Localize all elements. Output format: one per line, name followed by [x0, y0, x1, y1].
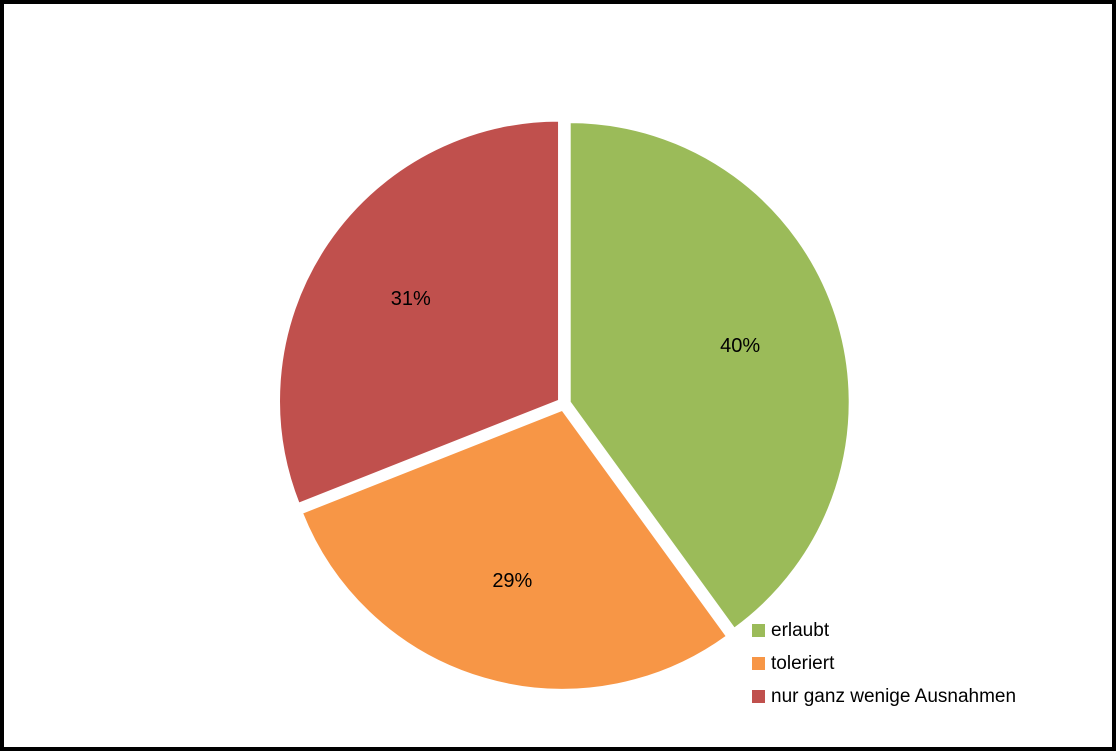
pie-chart: 40% 29% 31%: [278, 119, 851, 691]
pie-slice-toleriert: [300, 408, 729, 691]
data-label-erlaubt: 40%: [720, 335, 760, 357]
data-label-toleriert: 29%: [492, 570, 532, 592]
legend-item-nur-ganz-wenige-ausnahmen: nur ganz wenige Ausnahmen: [752, 680, 1016, 713]
data-label-nur-ganz-wenige-ausnahmen: 31%: [391, 288, 431, 310]
pie-slice-nur-ganz-wenige-ausnahmen: [278, 119, 561, 506]
legend-label-toleriert: toleriert: [771, 652, 835, 674]
legend-swatch-toleriert: [752, 657, 765, 670]
legend-swatch-nur-ganz-wenige-ausnahmen: [752, 690, 765, 703]
legend-swatch-erlaubt: [752, 624, 765, 637]
legend-item-toleriert: toleriert: [752, 647, 1016, 680]
legend-label-nur-ganz-wenige-ausnahmen: nur ganz wenige Ausnahmen: [771, 685, 1017, 707]
legend-item-erlaubt: erlaubt: [752, 614, 1016, 647]
legend: erlaubt toleriert nur ganz wenige Ausnah…: [752, 614, 1016, 713]
pie-slice-erlaubt: [568, 121, 851, 631]
legend-label-erlaubt: erlaubt: [771, 619, 830, 641]
